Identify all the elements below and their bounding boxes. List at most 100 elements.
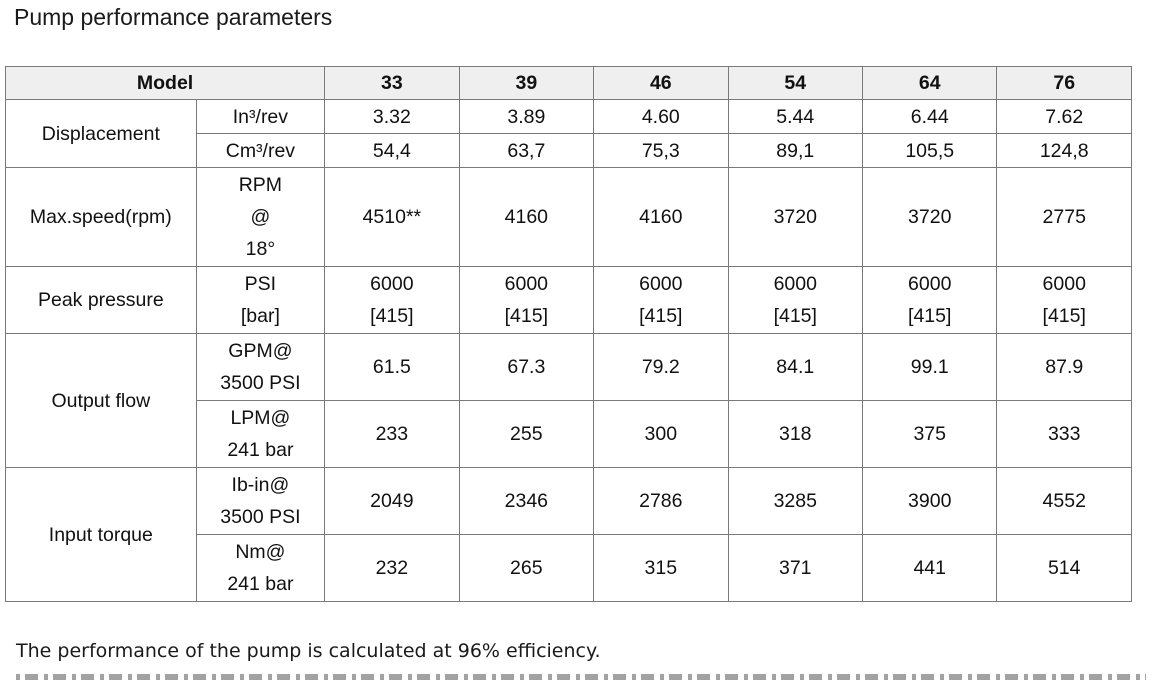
table-row: Displacement In³/rev 3.32 3.89 4.60 5.44… <box>5 99 1132 168</box>
displacement-in3-unit: In³/rev <box>195 99 326 134</box>
table-cell: 89,1 <box>727 133 864 168</box>
table-row: Output flow GPM@ 3500 PSI 61.5 67.3 79.2… <box>5 333 1132 468</box>
table-cell: 4160 <box>593 167 729 267</box>
psi-value: 6000 <box>504 273 549 295</box>
bar-value: [415] <box>1042 305 1086 327</box>
table-cell: 4510** <box>324 167 460 267</box>
table-cell: 84.1 <box>727 333 864 401</box>
peak-pressure-label: Peak pressure <box>5 266 197 334</box>
table-cell: 5.44 <box>727 99 864 134</box>
table-cell: 2786 <box>593 467 729 535</box>
input-torque-label: Input torque <box>5 467 197 602</box>
model-76-header: 76 <box>996 66 1132 100</box>
psi-value: 6000 <box>908 273 952 295</box>
table-cell: 6000 [415] <box>861 266 998 334</box>
table-cell: 255 <box>458 400 595 468</box>
unit-line: 18° <box>245 238 276 260</box>
unit-line: 3500 PSI <box>220 372 301 394</box>
table-cell: 3.32 <box>324 99 460 134</box>
bar-value: [415] <box>504 305 549 327</box>
table-cell: 315 <box>593 534 729 602</box>
table-cell: 3720 <box>727 167 864 267</box>
psi-value: 6000 <box>639 273 683 295</box>
table-cell: 6.44 <box>861 99 998 134</box>
psi-value: 6000 <box>1042 273 1086 295</box>
table-cell: 3900 <box>861 467 998 535</box>
model-46-header: 46 <box>593 66 729 100</box>
unit-line: GPM@ <box>228 340 293 362</box>
table-cell: 105,5 <box>861 133 998 168</box>
output-flow-gpm-unit: GPM@ 3500 PSI <box>195 333 326 401</box>
table-cell: 265 <box>458 534 595 602</box>
table-cell: 61.5 <box>324 333 460 401</box>
unit-line: Ib-in@ <box>231 474 290 496</box>
model-39-header: 39 <box>458 66 595 100</box>
unit-line: 241 bar <box>227 439 294 461</box>
page-title: Pump performance parameters <box>14 4 333 30</box>
table-cell: 124,8 <box>996 133 1132 168</box>
cut-off-text-line <box>0 672 1160 680</box>
table-cell: 6000 [415] <box>593 266 729 334</box>
input-torque-nm-unit: Nm@ 241 bar <box>195 534 326 602</box>
table-cell: 4.60 <box>593 99 729 134</box>
table-cell: 2346 <box>458 467 595 535</box>
max-speed-label: Max.speed(rpm) <box>5 167 197 267</box>
table-cell: 2049 <box>324 467 460 535</box>
table-cell: 318 <box>727 400 864 468</box>
table-cell: 4160 <box>458 167 595 267</box>
table-row: Nm@ 241 bar 232 265 315 371 441 514 <box>6 534 1132 602</box>
table-cell: 514 <box>996 534 1132 602</box>
table-cell: 3720 <box>861 167 998 267</box>
efficiency-footnote: The performance of the pump is calculate… <box>16 640 601 662</box>
max-speed-unit: RPM @ 18° <box>195 167 326 267</box>
table-cell: 54,4 <box>324 133 460 168</box>
table-header-row: Model 33 39 46 54 64 76 <box>4 66 1132 100</box>
peak-pressure-unit: PSI [bar] <box>195 266 326 334</box>
table-cell: 75,3 <box>593 133 729 168</box>
table-row: Max.speed(rpm) RPM @ 18° 4510** 4160 416… <box>5 167 1132 267</box>
table-cell: 375 <box>861 400 998 468</box>
table-cell: 3285 <box>727 467 864 535</box>
output-flow-lpm-unit: LPM@ 241 bar <box>195 400 326 468</box>
table-cell: 371 <box>727 534 864 602</box>
table-cell: 6000 [415] <box>324 266 460 334</box>
bar-value: [415] <box>908 305 952 327</box>
displacement-cm3-unit: Cm³/rev <box>195 133 326 168</box>
model-33-header: 33 <box>324 66 460 100</box>
unit-line: [bar] <box>240 305 280 327</box>
table-cell: 233 <box>324 400 460 468</box>
psi-value: 6000 <box>370 273 414 295</box>
table-row: Input torque Ib-in@ 3500 PSI 2049 2346 2… <box>5 467 1132 602</box>
table-cell: 232 <box>324 534 460 602</box>
pump-performance-table: Model 33 39 46 54 64 76 Displacement In³… <box>4 66 1132 602</box>
table-cell: 67.3 <box>458 333 595 401</box>
table-cell: 300 <box>593 400 729 468</box>
displacement-label: Displacement <box>5 99 197 168</box>
unit-line: Nm@ <box>235 541 286 563</box>
table-cell: 6000 [415] <box>458 266 595 334</box>
table-cell: 6000 [415] <box>727 266 864 334</box>
table-cell: 441 <box>861 534 998 602</box>
unit-line: PSI <box>244 273 277 295</box>
table-cell: 87.9 <box>996 333 1132 401</box>
model-64-header: 64 <box>861 66 998 100</box>
unit-line: LPM@ <box>230 407 291 429</box>
table-cell: 3.89 <box>458 99 595 134</box>
cut-off-text-fragment <box>16 674 1146 680</box>
unit-line: 3500 PSI <box>220 506 301 528</box>
bar-value: [415] <box>773 305 817 327</box>
input-torque-lbin-unit: Ib-in@ 3500 PSI <box>195 467 326 535</box>
table-cell: 6000 [415] <box>996 266 1132 334</box>
unit-line: @ <box>250 206 271 228</box>
output-flow-label: Output flow <box>5 333 197 468</box>
table-cell: 2775 <box>996 167 1132 267</box>
table-cell: 333 <box>996 400 1132 468</box>
table-cell: 7.62 <box>996 99 1132 134</box>
psi-value: 6000 <box>773 273 817 295</box>
table-cell: 4552 <box>996 467 1132 535</box>
table-cell: 79.2 <box>593 333 729 401</box>
unit-line: RPM <box>238 174 283 196</box>
table-row: Peak pressure PSI [bar] 6000 [415] 6000 [4… <box>5 266 1132 334</box>
table-row: Cm³/rev 54,4 63,7 75,3 89,1 105,5 124,8 <box>6 133 1132 168</box>
bar-value: [415] <box>370 305 414 327</box>
